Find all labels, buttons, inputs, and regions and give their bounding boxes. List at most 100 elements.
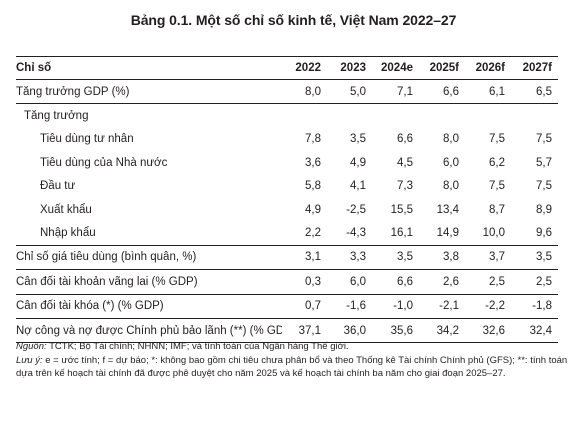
cell-value: 10,0 <box>482 227 505 240</box>
table-row: Cân đối tài khoản vãng lai (% GDP) 0,3 6… <box>16 269 558 295</box>
cell-value: 7,5 <box>489 133 505 146</box>
cell-value: 13,4 <box>436 203 459 216</box>
cell-value: 6,0 <box>443 156 459 169</box>
table-row: Xuất khẩu 4,9 -2,5 15,5 13,4 8,7 8,9 <box>16 198 558 221</box>
cell-value <box>511 103 558 128</box>
header-year: 2022 <box>282 56 327 80</box>
cell-value: -1,0 <box>372 293 419 319</box>
row-label: Cân đối tài khoản vãng lai (% GDP) <box>16 269 282 295</box>
cell-value: 6,6 <box>443 85 459 98</box>
cell-value: -2,5 <box>346 203 366 216</box>
cell-value: 4,9 <box>305 203 321 216</box>
cell-value: 3,3 <box>327 244 372 270</box>
cell-value: 2,5 <box>465 269 511 295</box>
note-text: e = ước tính; f = dự báo; *: không bao g… <box>16 354 568 380</box>
table-row: Tăng trưởng <box>16 103 558 128</box>
table-row: Tiêu dùng của Nhà nước 3,6 4,9 4,5 6,0 6… <box>16 151 558 174</box>
cell-value: 6,2 <box>489 156 505 169</box>
cell-value: -1,6 <box>327 293 372 319</box>
cell-value: 2,5 <box>511 269 558 295</box>
cell-value <box>327 103 372 128</box>
cell-value: 8,0 <box>305 85 321 98</box>
header-year: 2025f <box>419 56 465 80</box>
header-year: 2026f <box>465 56 511 80</box>
cell-value: 4,9 <box>350 156 366 169</box>
cell-value: 5,8 <box>305 180 321 193</box>
cell-value: 7,1 <box>397 85 413 98</box>
cell-value: 3,1 <box>282 244 327 270</box>
row-label: Đầu tư <box>40 180 76 193</box>
table-title: Bảng 0.1. Một số chỉ số kinh tế, Việt Na… <box>130 12 457 28</box>
cell-value: 5,0 <box>350 85 366 98</box>
cell-value: 32,4 <box>511 317 558 344</box>
cell-value: 8,9 <box>536 203 552 216</box>
cell-value <box>372 103 419 128</box>
cell-value <box>465 103 511 128</box>
cell-value: 15,5 <box>390 203 413 216</box>
row-label: Tăng trưởng <box>16 103 282 128</box>
table-row: Tiêu dùng tư nhân 7,8 3,5 6,6 8,0 7,5 7,… <box>16 128 558 151</box>
table-row: Chỉ số giá tiêu dùng (bình quân, %) 3,1 … <box>16 244 558 270</box>
cell-value: 2,2 <box>305 227 321 240</box>
row-label: Nợ công và nợ được Chính phủ bảo lãnh (*… <box>16 317 282 344</box>
cell-value: 3,5 <box>350 133 366 146</box>
cell-value: 3,7 <box>465 244 511 270</box>
cell-value: 6,1 <box>489 85 505 98</box>
cell-value: -2,1 <box>419 293 465 319</box>
note-label: Lưu ý: <box>16 354 43 366</box>
table-header-row: Chỉ số 2022 2023 2024e 2025f 2026f 2027f <box>16 56 558 80</box>
cell-value: 3,8 <box>419 244 465 270</box>
cell-value: 8,0 <box>443 133 459 146</box>
cell-value: 7,3 <box>397 180 413 193</box>
cell-value: 0,7 <box>282 293 327 319</box>
economic-indicators-table: Chỉ số 2022 2023 2024e 2025f 2026f 2027f… <box>16 56 558 344</box>
cell-value: 6,0 <box>327 269 372 295</box>
cell-value: 16,1 <box>390 227 413 240</box>
cell-value: -1,8 <box>511 293 558 319</box>
cell-value: 34,2 <box>419 317 465 344</box>
source-text: TCTK; Bộ Tài chính; NHNN; IMF; và tính t… <box>46 341 349 352</box>
cell-value: 14,9 <box>436 227 459 240</box>
cell-value: 37,1 <box>282 317 327 344</box>
table-row: Nợ công và nợ được Chính phủ bảo lãnh (*… <box>16 317 558 344</box>
row-label: Xuất khẩu <box>40 203 92 216</box>
row-label: Cân đối tài khóa (*) (% GDP) <box>16 293 282 319</box>
header-indicator: Chỉ số <box>16 56 282 80</box>
cell-value: 0,3 <box>282 269 327 295</box>
table-row: Cân đối tài khóa (*) (% GDP) 0,7 -1,6 -1… <box>16 293 558 319</box>
cell-value: 4,5 <box>397 156 413 169</box>
cell-value: 6,5 <box>536 85 552 98</box>
cell-value: -4,3 <box>346 227 366 240</box>
table-notes: Nguồn: TCTK; Bộ Tài chính; NHNN; IMF; và… <box>16 340 568 381</box>
cell-value: 3,5 <box>511 244 558 270</box>
cell-value: 8,0 <box>443 180 459 193</box>
cell-value: 6,6 <box>397 133 413 146</box>
cell-value: 7,5 <box>536 180 552 193</box>
table-row: Tăng trưởng GDP (%) 8,0 5,0 7,1 6,6 6,1 … <box>16 80 558 104</box>
cell-value <box>282 103 327 128</box>
source-note: Nguồn: TCTK; Bộ Tài chính; NHNN; IMF; và… <box>16 340 568 354</box>
cell-value: 4,1 <box>350 180 366 193</box>
row-label: Chỉ số giá tiêu dùng (bình quân, %) <box>16 244 282 270</box>
row-label: Tăng trưởng GDP (%) <box>16 85 130 98</box>
footnote: Lưu ý: e = ước tính; f = dự báo; *: khôn… <box>16 354 568 381</box>
cell-value: 5,7 <box>536 156 552 169</box>
cell-value: 7,8 <box>305 133 321 146</box>
cell-value: 3,6 <box>305 156 321 169</box>
cell-value <box>419 103 465 128</box>
cell-value: 35,6 <box>372 317 419 344</box>
source-label: Nguồn: <box>16 341 47 352</box>
cell-value: 2,6 <box>419 269 465 295</box>
cell-value: 6,6 <box>372 269 419 295</box>
table-row: Đầu tư 5,8 4,1 7,3 8,0 7,5 7,5 <box>16 175 558 198</box>
cell-value: 32,6 <box>465 317 511 344</box>
row-label: Tiêu dùng của Nhà nước <box>40 156 168 169</box>
cell-value: 36,0 <box>327 317 372 344</box>
cell-value: -2,2 <box>465 293 511 319</box>
cell-value: 3,5 <box>372 244 419 270</box>
cell-value: 7,5 <box>489 180 505 193</box>
cell-value: 7,5 <box>536 133 552 146</box>
cell-value: 8,7 <box>489 203 505 216</box>
cell-value: 9,6 <box>536 227 552 240</box>
